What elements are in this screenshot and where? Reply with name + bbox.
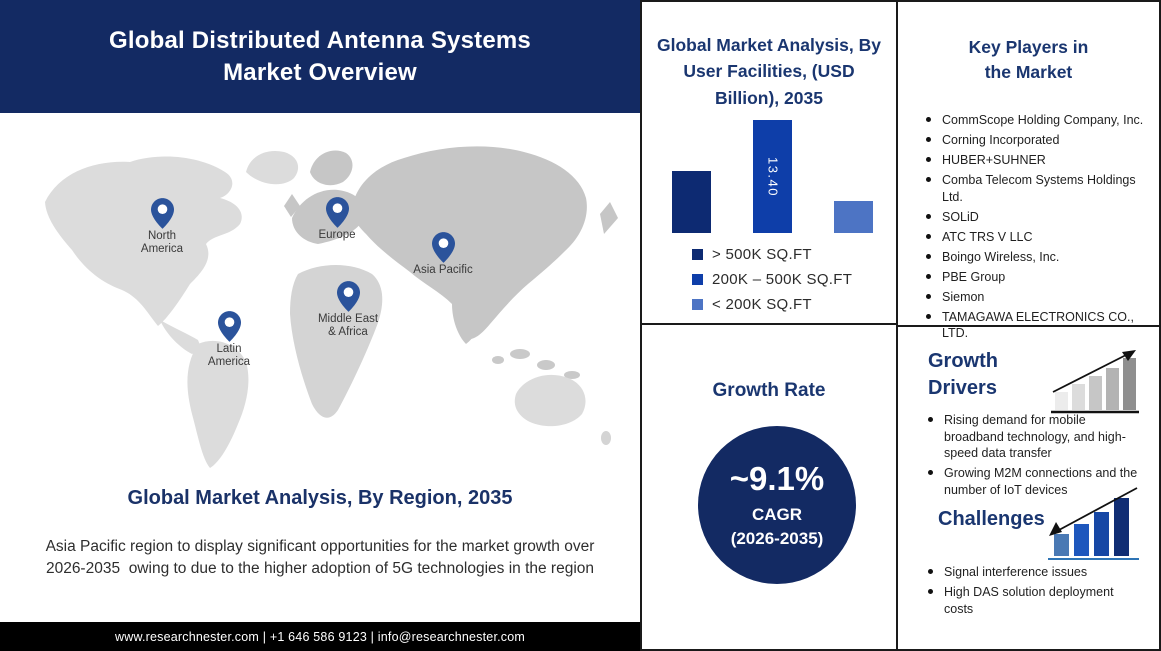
island [510, 349, 530, 359]
growth-driver-item: Rising demand for mobile broadband techn… [924, 412, 1144, 462]
world-map [45, 146, 618, 468]
bar-value-label: 13.40 [765, 156, 780, 197]
continent-africa [290, 265, 383, 418]
legend-label: < 200K SQ.FT [712, 296, 812, 313]
region-label: Europe [318, 229, 356, 241]
region-label: Asia Pacific [413, 264, 473, 276]
right-panel: Key Players in the Market CommScope Hold… [896, 0, 1161, 651]
india [452, 301, 481, 344]
continent-australia [514, 374, 586, 427]
key-players-list: CommScope Holding Company, Inc. Corning I… [922, 112, 1152, 345]
region-label: North America [140, 230, 184, 255]
map-pin-north-america: North America [107, 198, 217, 256]
legend-swatch [692, 249, 703, 260]
chart-title: Global Market Analysis, By User Faciliti… [656, 35, 881, 108]
left-panel: Global Distributed Antenna Systems Marke… [0, 0, 640, 651]
key-player-item: ATC TRS V LLC [922, 229, 1152, 246]
key-player-item: CommScope Holding Company, Inc. [922, 112, 1152, 129]
region-label: Latin America [207, 343, 251, 368]
island [537, 360, 555, 370]
bar-1 [672, 170, 711, 233]
bar-chart: 13.40 [672, 107, 873, 233]
map-pin-latin-america: Latin America [174, 311, 284, 369]
growth-drivers-list: Rising demand for mobile broadband techn… [924, 412, 1144, 502]
region-section-title: Global Market Analysis, By Region, 2035 [127, 487, 513, 509]
key-player-item: Boingo Wireless, Inc. [922, 249, 1152, 266]
continent-north-america [45, 156, 242, 326]
island [492, 356, 504, 364]
challenges-title: Challenges [938, 508, 1045, 530]
central-america [160, 320, 202, 354]
contact-info: www.researchnester.com | +1 646 586 9123… [114, 629, 526, 644]
cagr-value: ~9.1% [729, 460, 825, 498]
island [564, 371, 580, 379]
page-title: Global Distributed Antenna Systems Marke… [109, 27, 531, 86]
main-header: Global Distributed Antenna Systems Marke… [0, 0, 640, 113]
map-pin-europe: Europe [282, 197, 392, 242]
growth-bars-trend-up-icon [1051, 346, 1139, 421]
key-player-item: Comba Telecom Systems Holdings Ltd. [922, 172, 1152, 205]
key-player-item: PBE Group [922, 269, 1152, 286]
growth-rate-title: Growth Rate [712, 380, 826, 401]
location-pin-icon [336, 281, 360, 312]
divider [642, 323, 896, 325]
cagr-label: CAGR [751, 504, 803, 524]
island-uk [284, 194, 300, 217]
legend-item: 200K – 500K SQ.FT [692, 271, 852, 288]
cagr-period: (2026-2035) [730, 528, 824, 548]
challenges-list: Signal interference issues High DAS solut… [924, 564, 1134, 621]
location-pin-icon [217, 311, 241, 342]
region-label: Middle East & Africa [317, 313, 379, 338]
scandinavia [310, 150, 353, 186]
legend-swatch [692, 299, 703, 310]
footer-bar: www.researchnester.com | +1 646 586 9123… [0, 622, 640, 651]
region-description: Asia Pacific region to display significa… [45, 538, 604, 577]
cagr-circle: ~9.1% CAGR (2026-2035) [698, 426, 856, 584]
legend-item: < 200K SQ.FT [692, 296, 852, 313]
key-player-item: SOLiD [922, 209, 1152, 226]
challenge-item: High DAS solution deployment costs [924, 584, 1134, 617]
legend-swatch [692, 274, 703, 285]
location-pin-icon [150, 198, 174, 229]
legend-item: > 500K SQ.FT [692, 246, 852, 263]
middle-panel: Global Market Analysis, By User Faciliti… [640, 0, 898, 651]
key-players-title: Key Players in the Market [968, 37, 1089, 83]
bar-2: 13.40 [753, 120, 792, 233]
chart-legend: > 500K SQ.FT 200K – 500K SQ.FT < 200K SQ.F… [692, 246, 852, 313]
key-player-item: TAMAGAWA ELECTRONICS CO., LTD. [922, 309, 1152, 342]
bar-3 [834, 201, 873, 233]
challenge-item: Signal interference issues [924, 564, 1134, 581]
challenge-bars-trend-arrow-icon [1046, 484, 1141, 567]
key-player-item: HUBER+SUHNER [922, 152, 1152, 169]
world-map-section: North America Europe Asia Pacific Middle… [0, 122, 640, 478]
island-japan [600, 202, 618, 234]
location-pin-icon [325, 197, 349, 228]
growth-driver-item: Growing M2M connections and the number o… [924, 465, 1144, 498]
continent-south-america [187, 340, 249, 468]
key-player-item: Corning Incorporated [922, 132, 1152, 149]
island-new-zealand [601, 431, 611, 445]
map-pin-asia-pacific: Asia Pacific [388, 232, 498, 277]
key-player-item: Siemon [922, 289, 1152, 306]
island-greenland [246, 150, 299, 185]
growth-drivers-title: Growth Drivers [928, 350, 998, 399]
divider [898, 325, 1159, 327]
legend-label: 200K – 500K SQ.FT [712, 271, 853, 288]
map-pin-middle-east-africa: Middle East & Africa [293, 281, 403, 339]
location-pin-icon [431, 232, 455, 263]
legend-label: > 500K SQ.FT [712, 246, 812, 263]
continent-asia [352, 146, 587, 340]
